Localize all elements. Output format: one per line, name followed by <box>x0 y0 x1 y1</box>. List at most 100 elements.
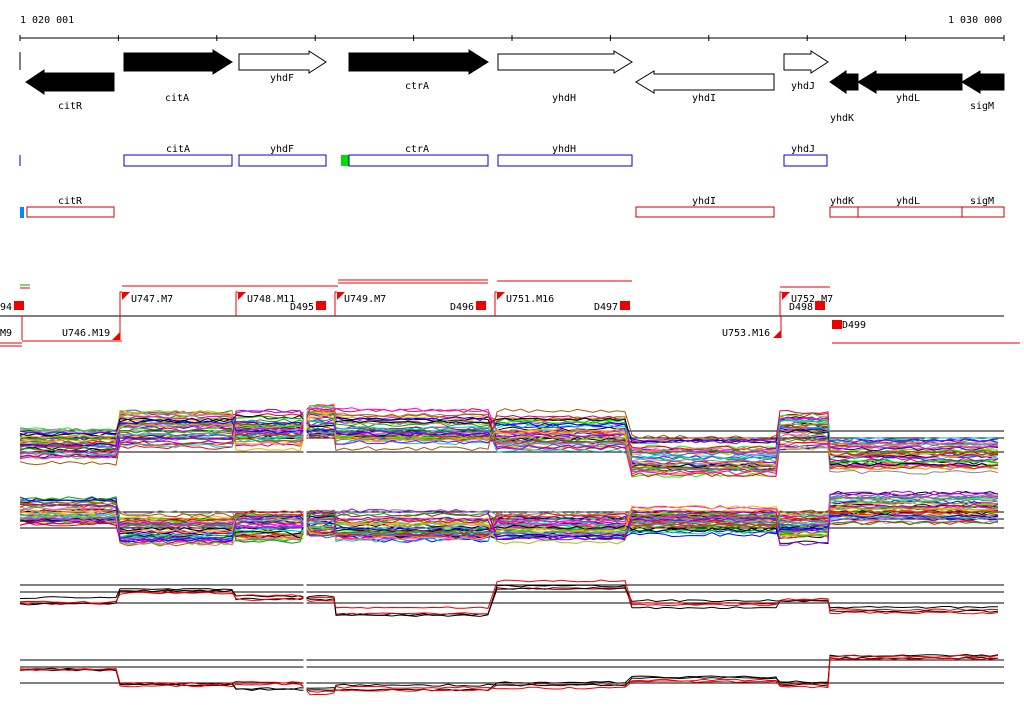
minus-box-yhdi[interactable] <box>635 206 775 218</box>
feature-label-d497: D497 <box>594 302 618 313</box>
gene-arrow-sigm[interactable] <box>961 70 1005 94</box>
expression-trace <box>19 503 999 538</box>
minus-box-yhdl[interactable] <box>857 206 963 218</box>
coordinate-ruler: 1 020 001 1 030 000 <box>19 15 1005 41</box>
plus-box-label-cita: citA <box>166 144 190 155</box>
profile-panel-1 <box>19 395 1004 478</box>
gene-arrow-citr[interactable] <box>25 69 115 95</box>
gene-arrow-cita[interactable] <box>123 49 233 75</box>
minus-box-sigm[interactable] <box>961 206 1005 218</box>
expression-trace <box>19 407 999 478</box>
gene-arrow-yhdl[interactable] <box>857 70 963 94</box>
minus-box-label-yhdk: yhdK <box>830 196 854 207</box>
feature-label-u752: U752.M7 <box>791 294 833 305</box>
gene-label-cita: citA <box>165 93 189 104</box>
profile-panel-3 <box>19 575 1004 625</box>
plus-strand-track: citA yhdF ctrA yhdH yhdJ <box>19 144 828 167</box>
gene-label-yhdj: yhdJ <box>791 81 815 92</box>
feature-flag-u746[interactable] <box>112 332 120 340</box>
feature-block-d495[interactable] <box>316 301 326 310</box>
expression-trace <box>19 512 999 538</box>
gene-arrow-yhdh[interactable] <box>497 50 633 74</box>
expression-trace <box>19 427 999 475</box>
feature-label-d496: D496 <box>450 302 474 313</box>
gene-arrow-yhdk[interactable] <box>829 70 859 94</box>
gene-arrow-ctra[interactable] <box>348 49 489 75</box>
expression-trace <box>19 414 999 467</box>
gene-arrow-yhdj[interactable] <box>783 50 829 74</box>
feature-flag-u753[interactable] <box>773 330 781 338</box>
expression-trace <box>19 502 999 535</box>
plus-box-yhdj[interactable] <box>783 154 828 167</box>
plus-box-label-ctra: ctrA <box>405 144 429 155</box>
plus-box-cita[interactable] <box>123 154 233 167</box>
feature-label-d495: D495 <box>290 302 314 313</box>
expression-trace <box>19 504 999 541</box>
feature-label-u747: U747.M7 <box>131 294 173 305</box>
feature-block-d497[interactable] <box>620 301 630 310</box>
plus-box-ctra[interactable] <box>348 154 489 167</box>
plus-box-yhdh[interactable] <box>497 154 633 167</box>
gene-label-ctra: ctrA <box>405 81 429 92</box>
feature-label-u749: U749.M7 <box>344 294 386 305</box>
feature-label-u751: U751.M16 <box>506 294 554 305</box>
feature-label-494: 494 <box>0 302 12 313</box>
expression-trace <box>19 579 999 615</box>
expression-trace <box>19 490 999 546</box>
gene-label-sigm: sigM <box>970 101 994 112</box>
feature-label-m9: M9 <box>0 328 12 339</box>
gene-arrow-yhdf[interactable] <box>238 50 327 74</box>
feature-label-d499: D499 <box>842 320 866 331</box>
expression-trace <box>19 654 999 693</box>
gene-label-yhdk: yhdK <box>830 113 854 124</box>
profile-panel-2 <box>19 490 1004 547</box>
gene-label-yhdh: yhdH <box>552 93 576 104</box>
minus-box-yhdk[interactable] <box>829 206 859 218</box>
expression-trace <box>19 496 999 544</box>
plus-box-yhdf[interactable] <box>238 154 327 167</box>
minus-box-label-yhdi: yhdI <box>692 196 716 207</box>
expression-trace <box>19 412 999 455</box>
expression-trace <box>19 509 999 541</box>
feature-flag-u749[interactable] <box>337 292 345 300</box>
feature-flags <box>119 291 790 316</box>
profile-panel-4 <box>19 650 1004 700</box>
feature-block-d498[interactable] <box>815 301 825 310</box>
feature-label-d498: D498 <box>789 302 813 313</box>
plus-box-label-yhdf: yhdF <box>270 144 294 155</box>
feature-flag-u747[interactable] <box>122 292 130 300</box>
minus-strand-track: citR yhdI yhdK yhdL sigM <box>20 196 1005 218</box>
ruler-end-label: 1 030 000 <box>948 15 1002 26</box>
ruler-ticks <box>19 35 1005 41</box>
gene-label-citr: citR <box>58 101 83 112</box>
gene-arrow-yhdi[interactable] <box>635 70 775 94</box>
feature-block-d499[interactable] <box>832 320 842 329</box>
feature-block-d494[interactable] <box>14 301 24 310</box>
expression-trace <box>19 410 999 450</box>
expression-trace <box>19 587 999 617</box>
minus-box-citr[interactable] <box>26 206 115 218</box>
expression-profile-panels <box>19 395 1004 700</box>
feature-label-u753: U753.M16 <box>722 328 770 339</box>
marker-blue <box>20 207 24 218</box>
gene-arrow-track: citR citA yhdF ctrA yhdH yhdI yhdJ yhdK … <box>19 49 1005 124</box>
marker-green <box>341 155 349 166</box>
gene-label-yhdl: yhdL <box>896 93 920 104</box>
feature-track: U747.M7 U748.M11 U749.M7 U751.M16 U752.M… <box>0 279 1020 347</box>
expression-trace <box>19 410 999 469</box>
feature-flag-u751[interactable] <box>497 292 505 300</box>
minus-box-label-yhdl: yhdL <box>896 196 920 207</box>
feature-block-d496[interactable] <box>476 301 486 310</box>
minus-box-label-sigm: sigM <box>970 196 994 207</box>
expression-trace <box>19 496 999 543</box>
expression-trace <box>19 509 999 543</box>
feature-flag-u748[interactable] <box>238 292 246 300</box>
plus-box-label-yhdh: yhdH <box>552 144 576 155</box>
gene-label-yhdi: yhdI <box>692 93 716 104</box>
expression-trace <box>19 414 999 467</box>
expression-trace <box>19 408 999 466</box>
expression-trace <box>19 494 999 525</box>
feature-flag-u752[interactable] <box>782 292 790 300</box>
feature-label-u746: U746.M19 <box>62 328 110 339</box>
